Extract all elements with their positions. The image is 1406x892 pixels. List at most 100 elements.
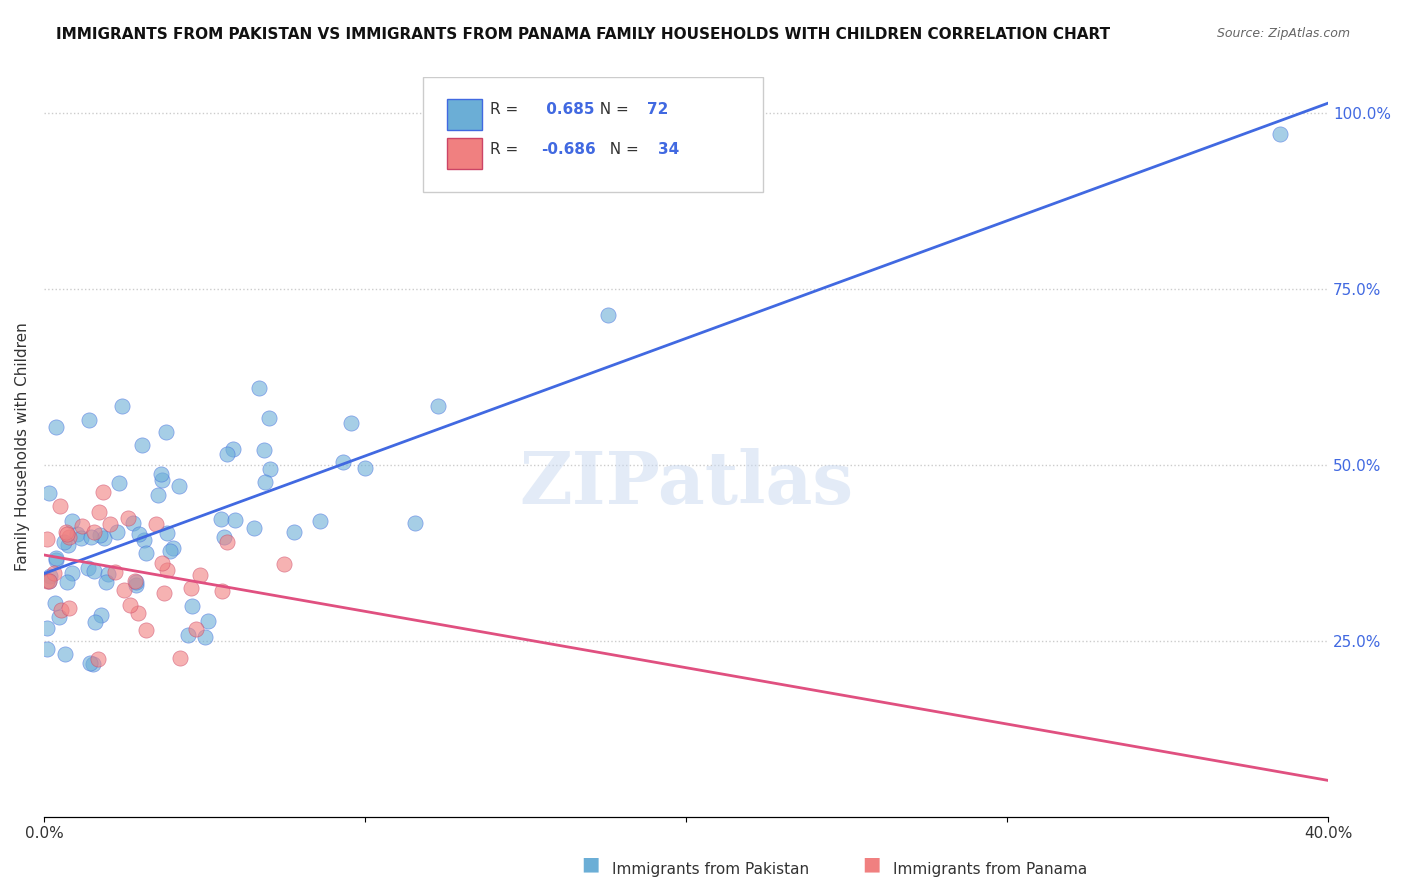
Point xyxy=(156,526,179,541)
Point xyxy=(56,527,79,541)
Point xyxy=(283,525,305,540)
Point xyxy=(60,566,83,580)
Point xyxy=(84,615,107,630)
Point xyxy=(117,511,139,525)
Point xyxy=(197,614,219,628)
Point xyxy=(80,530,103,544)
Point xyxy=(38,486,60,500)
Point xyxy=(35,621,58,635)
Point xyxy=(77,561,100,575)
Text: ■: ■ xyxy=(581,855,600,873)
Point xyxy=(60,514,83,528)
Point xyxy=(104,565,127,579)
Point xyxy=(257,411,280,425)
Point xyxy=(70,532,93,546)
Point xyxy=(52,534,75,549)
Point xyxy=(58,530,80,544)
Point xyxy=(211,584,233,599)
Point xyxy=(243,521,266,535)
Point xyxy=(48,610,70,624)
Point xyxy=(125,578,148,592)
Point xyxy=(87,651,110,665)
Point xyxy=(273,558,295,572)
Point xyxy=(224,513,246,527)
Point xyxy=(155,563,177,577)
Text: N =: N = xyxy=(589,102,633,117)
Text: -0.686: -0.686 xyxy=(541,142,596,157)
Text: 34: 34 xyxy=(658,142,679,157)
Text: IMMIGRANTS FROM PAKISTAN VS IMMIGRANTS FROM PANAMA FAMILY HOUSEHOLDS WITH CHILDR: IMMIGRANTS FROM PAKISTAN VS IMMIGRANTS F… xyxy=(56,27,1111,42)
Point xyxy=(112,582,135,597)
Point xyxy=(252,443,274,458)
Point xyxy=(124,574,146,588)
Point xyxy=(186,622,208,636)
Point xyxy=(134,533,156,547)
Point xyxy=(45,420,67,434)
Point xyxy=(145,517,167,532)
Point xyxy=(77,413,100,427)
Point xyxy=(58,600,80,615)
Point xyxy=(97,566,120,581)
Point xyxy=(35,642,58,657)
Point xyxy=(150,556,173,570)
Point xyxy=(596,308,619,322)
Point xyxy=(159,544,181,558)
Point xyxy=(188,567,211,582)
Point xyxy=(55,525,77,540)
Y-axis label: Family Households with Children: Family Households with Children xyxy=(15,323,30,572)
Point xyxy=(93,531,115,545)
Point xyxy=(214,530,236,544)
Point xyxy=(89,504,111,518)
Point xyxy=(82,657,104,671)
Point xyxy=(35,532,58,546)
Point xyxy=(125,575,148,590)
Point xyxy=(167,479,190,493)
FancyBboxPatch shape xyxy=(423,78,763,192)
Point xyxy=(194,630,217,644)
Point xyxy=(1268,127,1291,141)
Point xyxy=(121,516,143,530)
Text: Immigrants from Pakistan: Immigrants from Pakistan xyxy=(612,863,808,877)
Point xyxy=(35,574,58,588)
Point xyxy=(332,455,354,469)
Point xyxy=(118,598,141,612)
Point xyxy=(135,546,157,560)
Point xyxy=(177,628,200,642)
Text: 0.685: 0.685 xyxy=(541,102,595,117)
FancyBboxPatch shape xyxy=(447,99,482,130)
Point xyxy=(42,566,65,580)
Point xyxy=(152,585,174,599)
Point xyxy=(222,442,245,456)
Point xyxy=(38,574,60,588)
Point xyxy=(309,514,332,528)
Point xyxy=(45,552,67,566)
Point xyxy=(180,581,202,595)
Point xyxy=(209,512,232,526)
Text: R =: R = xyxy=(489,142,523,157)
Text: Source: ZipAtlas.com: Source: ZipAtlas.com xyxy=(1216,27,1350,40)
Text: R =: R = xyxy=(489,102,523,117)
Point xyxy=(89,528,111,542)
Text: Immigrants from Panama: Immigrants from Panama xyxy=(893,863,1087,877)
Point xyxy=(135,624,157,638)
Text: 72: 72 xyxy=(648,102,669,117)
Point xyxy=(56,538,79,552)
Point xyxy=(127,606,149,620)
Point xyxy=(48,499,70,513)
Point xyxy=(155,425,177,439)
Point xyxy=(215,535,238,549)
Point xyxy=(39,569,62,583)
FancyBboxPatch shape xyxy=(447,138,482,169)
Point xyxy=(259,462,281,476)
Point xyxy=(56,575,79,590)
Point xyxy=(44,596,66,610)
Point xyxy=(162,541,184,556)
Text: N =: N = xyxy=(600,142,644,157)
Point xyxy=(340,416,363,430)
Point xyxy=(148,488,170,502)
Point xyxy=(70,519,93,533)
Point xyxy=(83,564,105,578)
Point xyxy=(107,476,129,491)
Point xyxy=(150,473,173,487)
Point xyxy=(217,447,239,461)
